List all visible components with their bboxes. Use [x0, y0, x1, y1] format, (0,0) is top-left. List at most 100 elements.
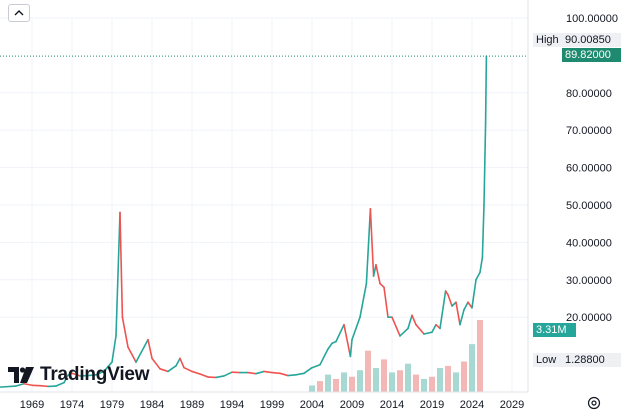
price-segment	[167, 365, 177, 373]
price-segment	[255, 370, 265, 375]
price-segment	[151, 357, 161, 370]
price-segment	[179, 357, 185, 369]
low-label: Low	[533, 353, 562, 367]
price-segment	[439, 290, 447, 330]
price-segment	[111, 335, 117, 363]
price-segment	[335, 323, 345, 343]
x-tick-label: 2004	[300, 399, 324, 411]
volume-bar	[453, 372, 459, 392]
price-segment	[375, 264, 381, 285]
price-segment	[215, 375, 225, 379]
price-segment	[135, 346, 145, 363]
price-segment	[223, 371, 233, 377]
price-segment	[447, 293, 453, 307]
price-segment	[369, 207, 375, 277]
tradingview-logo[interactable]: TradingView	[8, 364, 150, 386]
high-label: High	[533, 33, 562, 47]
tradingview-logo-icon	[8, 367, 34, 383]
price-segment	[463, 301, 469, 311]
price-segment	[484, 55, 488, 124]
price-segment	[351, 316, 361, 341]
price-segment	[411, 314, 417, 326]
price-segment	[199, 373, 209, 378]
low-value: 1.28800	[562, 353, 621, 367]
x-tick-label: 1984	[140, 399, 164, 411]
price-segment	[63, 374, 69, 384]
x-tick-label: 1979	[100, 399, 124, 411]
price-segment	[127, 346, 137, 363]
price-segment	[423, 331, 433, 335]
volume-bar	[341, 372, 347, 392]
price-segment	[295, 372, 305, 376]
price-segment	[39, 384, 49, 388]
x-tick-label: 1999	[260, 399, 284, 411]
logo-text: TradingView	[40, 364, 150, 385]
price-segment	[119, 211, 124, 319]
price-segment	[183, 366, 193, 373]
price-segment	[147, 338, 153, 360]
x-tick-label: 1969	[20, 399, 44, 411]
price-segment	[115, 211, 121, 337]
price-segment	[87, 373, 97, 377]
volume-bar	[381, 359, 387, 392]
chevron-up-icon	[14, 10, 24, 16]
y-tick-label: 40.00000	[566, 237, 612, 249]
price-segment	[311, 363, 321, 369]
volume-bar	[333, 378, 339, 392]
price-segment	[483, 121, 487, 206]
price-segment	[159, 368, 169, 373]
price-segment	[71, 372, 81, 377]
x-tick-label: 1974	[60, 399, 84, 411]
price-segment	[455, 301, 461, 326]
volume-bar	[317, 381, 323, 392]
price-segment	[471, 278, 477, 309]
y-tick-label: 50.00000	[566, 200, 612, 212]
y-tick-label: 70.00000	[566, 125, 612, 137]
price-segment	[475, 271, 481, 281]
price-segment	[303, 366, 313, 375]
price-segment	[349, 338, 353, 358]
y-tick-label: 60.00000	[566, 163, 612, 175]
price-segment	[431, 323, 437, 333]
y-tick-label: 20.00000	[566, 312, 612, 324]
price-segment	[15, 382, 25, 387]
x-tick-label: 2019	[420, 399, 444, 411]
x-tick-label: 2029	[500, 399, 524, 411]
price-segment	[379, 282, 385, 289]
price-segment	[23, 382, 33, 387]
price-segment	[365, 207, 372, 285]
x-tick-label: 2014	[380, 399, 404, 411]
price-segment	[481, 204, 485, 259]
price-segment	[343, 323, 352, 358]
volume-bar	[413, 374, 419, 392]
volume-bar	[405, 363, 411, 392]
volume-bar	[397, 370, 403, 392]
collapse-button[interactable]	[8, 4, 30, 22]
price-segment	[55, 381, 65, 387]
price-segment	[287, 373, 297, 377]
volume-bar	[429, 376, 435, 392]
price-segment	[103, 361, 113, 373]
settings-icon	[587, 396, 601, 410]
high-value: 90.00850	[562, 33, 621, 47]
volume-bar	[365, 350, 371, 392]
volume-bar	[357, 370, 363, 392]
price-segment	[191, 370, 201, 375]
price-segment	[263, 370, 273, 374]
price-segment	[121, 316, 129, 348]
price-segment	[271, 371, 281, 375]
volume-bar	[437, 368, 443, 392]
x-tick-label: 1989	[180, 399, 204, 411]
volume-bar	[373, 368, 379, 392]
volume-tag: 3.31M	[533, 323, 576, 337]
volume-bar	[349, 376, 355, 392]
x-tick-label: 1994	[220, 399, 244, 411]
volume-bar	[469, 344, 475, 392]
x-tick-label: 2009	[340, 399, 364, 411]
volume-bar	[421, 378, 427, 392]
price-segment	[359, 282, 368, 319]
y-tick-label: 100.00000	[566, 13, 618, 25]
volume-bar	[389, 372, 395, 392]
settings-button[interactable]	[586, 395, 602, 411]
